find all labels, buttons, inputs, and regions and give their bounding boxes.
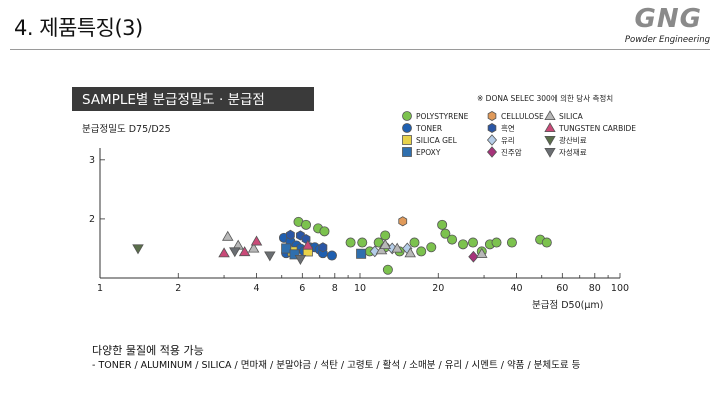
data-point bbox=[345, 237, 356, 248]
data-point bbox=[218, 247, 230, 258]
data-point bbox=[319, 226, 330, 237]
legend-label: TONER bbox=[415, 124, 442, 133]
data-point bbox=[250, 235, 263, 246]
legend-marker bbox=[402, 111, 412, 121]
data-point bbox=[301, 219, 312, 230]
data-point bbox=[318, 242, 328, 253]
legend-marker bbox=[487, 123, 497, 133]
data-point bbox=[222, 230, 234, 241]
chart-title-bar bbox=[72, 87, 314, 111]
legend-label: SILICA GEL bbox=[416, 136, 458, 145]
data-point bbox=[468, 250, 479, 263]
x-tick-label: 6 bbox=[299, 283, 305, 294]
legend-label: 유리 bbox=[501, 136, 515, 145]
data-point bbox=[382, 264, 393, 275]
legend-label: EPOXY bbox=[416, 148, 441, 157]
materials-list: - TONER / ALUMINUM / SILICA / 면마재 / 분말야금… bbox=[92, 360, 581, 371]
data-point bbox=[491, 237, 502, 248]
data-point bbox=[391, 242, 403, 253]
data-point bbox=[229, 247, 241, 258]
legend-marker bbox=[402, 123, 412, 133]
data-point bbox=[294, 255, 307, 265]
chart-title: SAMPLE별 분급정밀도 · 분급점 bbox=[82, 92, 265, 108]
x-tick-label: 100 bbox=[611, 283, 629, 294]
legend-label: 진주암 bbox=[501, 147, 522, 157]
data-point bbox=[506, 237, 517, 248]
legend-label: 자성재료 bbox=[559, 148, 587, 157]
data-point bbox=[247, 242, 260, 253]
data-point bbox=[379, 239, 391, 249]
data-point bbox=[541, 237, 552, 248]
legend-marker bbox=[402, 135, 412, 145]
data-point bbox=[369, 245, 380, 258]
data-point bbox=[437, 219, 448, 230]
x-tick-label: 60 bbox=[556, 283, 568, 294]
legend-marker bbox=[487, 111, 497, 121]
data-point bbox=[426, 242, 437, 253]
data-point bbox=[447, 234, 458, 245]
legend-marker bbox=[486, 134, 498, 146]
data-point bbox=[132, 244, 144, 255]
x-tick-label: 8 bbox=[332, 283, 338, 294]
data-point bbox=[281, 243, 292, 254]
legend-label: TUNGSTEN CARBIDE bbox=[558, 124, 636, 133]
data-point bbox=[356, 248, 367, 259]
legend-marker bbox=[544, 148, 556, 158]
chart-svg: SAMPLE별 분급정밀도 · 분급점 ※ DONA SELEC 300에 의한… bbox=[72, 87, 636, 311]
y-axis-title: 분급정밀도 D75/D25 bbox=[82, 123, 171, 135]
data-point bbox=[416, 246, 427, 257]
legend-marker bbox=[544, 110, 556, 120]
legend-label: SILICA bbox=[559, 112, 584, 121]
data-point bbox=[357, 237, 368, 248]
data-point bbox=[398, 216, 408, 227]
data-point bbox=[302, 239, 314, 250]
legend-label: CELLULOSE bbox=[501, 112, 544, 121]
data-point bbox=[467, 237, 478, 248]
company-logo: GNG Powder Engineering bbox=[620, 4, 710, 46]
x-tick-label: 2 bbox=[175, 283, 181, 294]
y-tick-label: 3 bbox=[89, 155, 95, 166]
data-point bbox=[458, 239, 469, 250]
title-divider bbox=[10, 49, 710, 50]
legend-marker bbox=[402, 147, 412, 157]
legend-label: POLYSTYRENE bbox=[416, 112, 469, 121]
legend-label: 흑연 bbox=[501, 123, 515, 133]
data-point bbox=[476, 247, 488, 258]
logo-subtitle: Powder Engineering bbox=[624, 35, 710, 45]
x-tick-label: 40 bbox=[510, 283, 522, 294]
data-point bbox=[238, 246, 251, 257]
x-tick-label: 10 bbox=[354, 283, 366, 294]
data-point bbox=[380, 230, 391, 241]
data-point bbox=[286, 229, 295, 240]
data-point bbox=[409, 237, 420, 248]
legend-marker bbox=[544, 122, 556, 132]
x-tick-label: 1 bbox=[97, 283, 103, 294]
y-tick-label: 2 bbox=[89, 214, 95, 225]
x-tick-label: 20 bbox=[432, 283, 444, 294]
data-point bbox=[264, 251, 276, 262]
data-point bbox=[440, 228, 451, 239]
legend-marker bbox=[486, 146, 498, 158]
slide-title: 4. 제품특징(3) bbox=[14, 16, 143, 40]
caption-heading: 다양한 물질에 적용 가능 bbox=[92, 344, 204, 357]
x-axis-title: 분급점 D50(μm) bbox=[532, 299, 603, 311]
data-point bbox=[404, 247, 416, 258]
chart-note: ※ DONA SELEC 300에 의한 당사 측정치 bbox=[477, 93, 613, 103]
legend-label: 광산비료 bbox=[559, 135, 587, 145]
legend-marker bbox=[544, 136, 556, 146]
data-point bbox=[375, 244, 388, 255]
data-point bbox=[326, 250, 337, 261]
scatter-chart: SAMPLE별 분급정밀도 · 분급점 ※ DONA SELEC 300에 의한… bbox=[72, 82, 650, 322]
x-tick-label: 80 bbox=[589, 283, 601, 294]
logo-mark: GNG bbox=[634, 4, 702, 34]
data-point bbox=[289, 249, 300, 260]
x-tick-label: 4 bbox=[254, 283, 260, 294]
